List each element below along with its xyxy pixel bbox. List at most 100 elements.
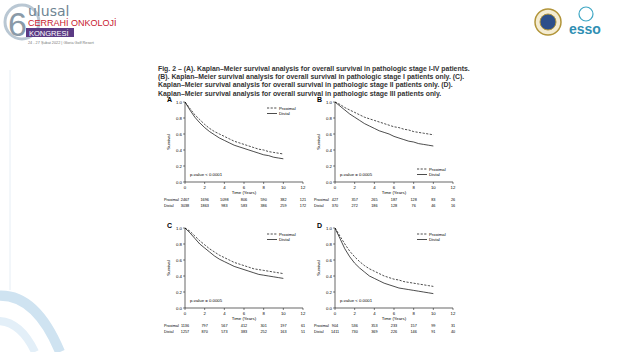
x-tick-label: 2 bbox=[353, 185, 356, 190]
risk-count: 3038 bbox=[181, 204, 189, 208]
x-tick-label: 2 bbox=[203, 311, 206, 316]
y-tick bbox=[183, 150, 185, 151]
risk-count: 51 bbox=[301, 330, 305, 334]
y-tick bbox=[183, 244, 185, 245]
risk-count: 2467 bbox=[181, 198, 189, 202]
society-emblem bbox=[535, 9, 561, 35]
risk-count: 1098 bbox=[220, 198, 228, 202]
legend-swatch bbox=[417, 169, 427, 170]
risk-count: 76 bbox=[412, 204, 416, 208]
legend-label: Distal bbox=[279, 111, 290, 116]
x-tick-label: 8 bbox=[262, 311, 265, 316]
x-tick-label: 2 bbox=[353, 311, 356, 316]
series-group bbox=[335, 102, 433, 146]
risk-count: 99 bbox=[431, 324, 435, 328]
y-tick-label: 0.0 bbox=[326, 306, 333, 311]
y-tick-label: 0.6 bbox=[326, 258, 333, 263]
risk-row-label: Distal bbox=[314, 204, 324, 208]
risk-row-label: Proximal bbox=[314, 198, 329, 202]
partner-logo: esso bbox=[569, 21, 601, 37]
panel-label: D bbox=[317, 222, 322, 229]
y-tick-label: 0.2 bbox=[326, 290, 333, 295]
y-tick bbox=[183, 102, 185, 103]
legend-label: Proximal bbox=[429, 232, 446, 237]
x-axis-title: Time (Years) bbox=[232, 316, 257, 321]
risk-count: 187 bbox=[391, 198, 397, 202]
x-tick-label: 8 bbox=[262, 185, 265, 190]
risk-count: 146 bbox=[410, 330, 416, 334]
x-tick-label: 4 bbox=[223, 185, 226, 190]
risk-count: 91 bbox=[431, 330, 435, 334]
x-tick-label: 0 bbox=[184, 185, 187, 190]
logo-text: CERRAHİ ONKOLOJİ bbox=[28, 18, 117, 28]
header: 6ulusalCERRAHİ ONKOLOJİKONGRESİ24 - 27 Ş… bbox=[5, 3, 601, 45]
y-tick bbox=[333, 150, 335, 151]
risk-count: 1257 bbox=[181, 330, 189, 334]
x-tick-label: 2 bbox=[203, 185, 206, 190]
legend-swatch bbox=[417, 239, 427, 240]
legend-label: Proximal bbox=[279, 106, 296, 111]
p-value: p-value < 0.0001 bbox=[190, 172, 223, 177]
logo-number: 6 bbox=[8, 5, 27, 43]
y-tick bbox=[183, 166, 185, 167]
risk-count: 226 bbox=[391, 330, 397, 334]
survival-curve bbox=[185, 228, 283, 278]
risk-count: 252 bbox=[260, 330, 266, 334]
risk-count: 46 bbox=[431, 204, 435, 208]
risk-count: 31 bbox=[451, 324, 455, 328]
legend: ProximalDistal bbox=[417, 167, 446, 178]
y-tick bbox=[333, 166, 335, 167]
decoration bbox=[0, 70, 60, 352]
risk-row-label: Distal bbox=[164, 204, 174, 208]
risk-row-label: Proximal bbox=[164, 324, 179, 328]
risk-count: 383 bbox=[241, 330, 247, 334]
logo-text: KONGRESİ bbox=[29, 29, 69, 38]
y-axis bbox=[185, 228, 186, 308]
risk-row-label: Proximal bbox=[164, 198, 179, 202]
x-tick-label: 4 bbox=[223, 311, 226, 316]
x-axis-title: Time (Years) bbox=[232, 190, 257, 195]
y-tick bbox=[333, 308, 335, 309]
survival-curve bbox=[335, 228, 433, 294]
deco-arc bbox=[0, 296, 60, 352]
logo-text: ulusal bbox=[28, 3, 69, 19]
legend-label: Distal bbox=[279, 237, 290, 242]
risk-count: 370 bbox=[332, 204, 338, 208]
x-tick-label: 10 bbox=[281, 311, 286, 316]
y-tick bbox=[333, 244, 335, 245]
deco-arc bbox=[0, 321, 35, 352]
x-tick-label: 4 bbox=[373, 185, 376, 190]
risk-count: 301 bbox=[260, 324, 266, 328]
risk-count: 1696 bbox=[200, 198, 208, 202]
survival-curve bbox=[335, 102, 433, 146]
risk-count: 797 bbox=[201, 324, 207, 328]
x-axis-title: Time (Years) bbox=[382, 316, 407, 321]
risk-count: 265 bbox=[371, 198, 377, 202]
risk-count: 40 bbox=[451, 330, 455, 334]
y-tick bbox=[333, 102, 335, 103]
y-tick bbox=[183, 260, 185, 261]
y-tick bbox=[333, 292, 335, 293]
risk-count: 233 bbox=[391, 324, 397, 328]
legend-swatch bbox=[267, 234, 277, 235]
legend-swatch bbox=[267, 113, 277, 114]
y-tick-label: 0.4 bbox=[326, 148, 333, 153]
y-tick-label: 0.6 bbox=[326, 132, 333, 137]
y-tick-label: 0.8 bbox=[176, 242, 183, 247]
x-tick-label: 10 bbox=[281, 185, 286, 190]
legend-swatch bbox=[267, 108, 277, 109]
risk-count: 172 bbox=[300, 204, 306, 208]
p-value: p-value = 0.0005 bbox=[340, 172, 373, 177]
x-axis-title: Time (Years) bbox=[382, 190, 407, 195]
y-tick-label: 0.8 bbox=[326, 116, 333, 121]
y-tick bbox=[183, 276, 185, 277]
y-tick bbox=[183, 292, 185, 293]
risk-count: 1863 bbox=[200, 204, 208, 208]
legend-label: Distal bbox=[429, 237, 440, 242]
deco-line bbox=[10, 70, 11, 290]
risk-count: 259 bbox=[280, 204, 286, 208]
legend-swatch bbox=[417, 234, 427, 235]
x-tick-label: 10 bbox=[431, 311, 436, 316]
km-panel: D0.00.20.40.60.81.0024681012Time (Years)… bbox=[314, 222, 456, 334]
y-axis-title: Survival bbox=[166, 260, 171, 275]
